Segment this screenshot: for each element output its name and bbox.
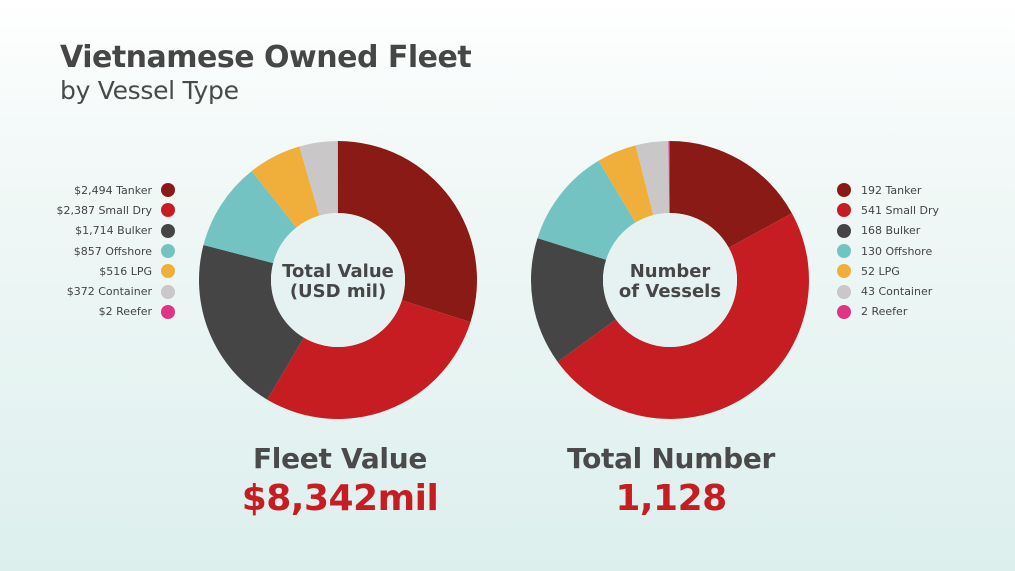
- legend-label: $857 Offshore: [73, 244, 152, 258]
- legend-item-small-dry: $2,387 Small Dry: [40, 200, 175, 220]
- value-slice-tanker: [338, 141, 478, 323]
- legend-swatch: [161, 304, 175, 319]
- total-number-title: Total Number: [566, 442, 776, 475]
- fleet-value-title: Fleet Value: [252, 442, 428, 475]
- legend-swatch: [837, 244, 851, 259]
- value-slice-small-dry: [267, 300, 471, 420]
- count-center-line-1: Number: [629, 261, 711, 282]
- legend-label: $2,494 Tanker: [74, 183, 152, 197]
- legend-item-tanker: 192 Tanker: [837, 180, 997, 200]
- legend-item-offshore: 130 Offshore: [837, 241, 997, 261]
- legend-label: $2,387 Small Dry: [56, 203, 152, 217]
- legend-label: 541 Small Dry: [861, 203, 940, 217]
- legend-item-reefer: 2 Reefer: [837, 302, 997, 322]
- count-slice-tanker: [670, 141, 792, 248]
- legend-label: $516 LPG: [99, 264, 152, 278]
- count-center-line-2: of Vessels: [618, 281, 722, 302]
- total-number-amount: 1,128: [615, 478, 727, 519]
- legend-swatch: [161, 223, 175, 238]
- count-slice-bulker: [531, 238, 616, 362]
- value-donut-hole: [271, 213, 405, 347]
- legend-item-lpg: 52 LPG: [837, 261, 997, 281]
- legend-label: 2 Reefer: [861, 305, 908, 319]
- page-title: Vietnamese Owned Fleet: [60, 40, 472, 75]
- legend-swatch: [161, 183, 175, 198]
- count-center-label: Number of Vessels: [600, 262, 740, 302]
- legend-item-lpg: $516 LPG: [40, 261, 175, 281]
- count-slice-offshore: [537, 160, 636, 260]
- legend-item-offshore: $857 Offshore: [40, 241, 175, 261]
- value-slice-bulker: [198, 244, 304, 400]
- legend-swatch: [837, 223, 851, 238]
- legend-swatch: [161, 264, 175, 279]
- legend-swatch: [161, 284, 175, 299]
- legend-item-bulker: 168 Bulker: [837, 221, 997, 241]
- value-slice-lpg: [251, 146, 320, 228]
- legend-item-container: $372 Container: [40, 281, 175, 301]
- legend-label: $372 Container: [66, 285, 152, 299]
- legend-swatch: [837, 203, 851, 218]
- legend-label: 52 LPG: [861, 264, 900, 278]
- legend-label: 130 Offshore: [861, 244, 933, 258]
- count-slice-lpg: [598, 145, 654, 223]
- legend-swatch: [837, 284, 851, 299]
- count-slice-reefer: [668, 141, 670, 214]
- legend-item-reefer: $2 Reefer: [40, 302, 175, 322]
- count-slice-small-dry: [557, 213, 809, 419]
- count-slice-container: [635, 141, 670, 216]
- legend-swatch: [837, 304, 851, 319]
- legend-item-container: 43 Container: [837, 281, 997, 301]
- count-legend: 192 Tanker 541 Small Dry 168 Bulker 130 Off…: [837, 180, 997, 322]
- value-slice-offshore: [203, 171, 297, 264]
- legend-label: $2 Reefer: [98, 305, 152, 319]
- fleet-value-amount: $8,342mil: [241, 478, 439, 519]
- legend-label: $1,714 Bulker: [75, 224, 152, 238]
- value-legend: $2,494 Tanker $2,387 Small Dry $1,714 Bulk…: [40, 180, 175, 322]
- legend-item-bulker: $1,714 Bulker: [40, 221, 175, 241]
- legend-label: 168 Bulker: [861, 224, 921, 238]
- value-donut-chart: [198, 141, 478, 420]
- legend-swatch: [161, 244, 175, 259]
- value-slice-container: [299, 141, 338, 216]
- count-donut-hole: [603, 213, 737, 347]
- legend-swatch: [161, 203, 175, 218]
- legend-swatch: [837, 183, 851, 198]
- value-center-line-1: Total Value: [282, 261, 394, 282]
- page-subtitle: by Vessel Type: [60, 76, 239, 105]
- legend-label: 192 Tanker: [861, 183, 922, 197]
- count-donut-chart: [531, 141, 809, 419]
- legend-item-small-dry: 541 Small Dry: [837, 200, 997, 220]
- legend-swatch: [837, 264, 851, 279]
- legend-label: 43 Container: [861, 285, 933, 299]
- legend-item-tanker: $2,494 Tanker: [40, 180, 175, 200]
- value-center-label: Total Value (USD mil): [268, 262, 408, 302]
- value-center-line-2: (USD mil): [289, 281, 387, 302]
